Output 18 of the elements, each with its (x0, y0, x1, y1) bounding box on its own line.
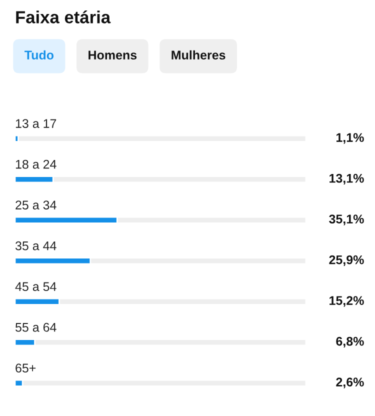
data-label: 15,2% (330, 296, 364, 307)
text: Tudo (24, 50, 54, 60)
text: Mulheres (172, 50, 226, 60)
y-tick-label: 45 a 54 (15, 282, 56, 292)
y-tick-label: 13 a 17 (16, 119, 56, 128)
chart-title: Faixa etária (16, 10, 111, 24)
data-label: 1,1% (336, 133, 364, 144)
y-tick-label: 55 a 64 (16, 322, 56, 332)
y-tick-label: 65+ (16, 364, 36, 373)
data-label: 2,6% (336, 378, 364, 388)
y-tick-label: 35 a 44 (15, 241, 56, 250)
data-label: 35,1% (329, 214, 364, 226)
data-label: 13,1% (330, 174, 364, 185)
data-label: 6,8% (336, 336, 364, 348)
data-label: 25,9% (329, 255, 364, 266)
y-tick-label: 25 a 34 (16, 200, 56, 210)
y-tick-label: 18 a 24 (16, 160, 56, 169)
text: Homens (88, 50, 137, 60)
